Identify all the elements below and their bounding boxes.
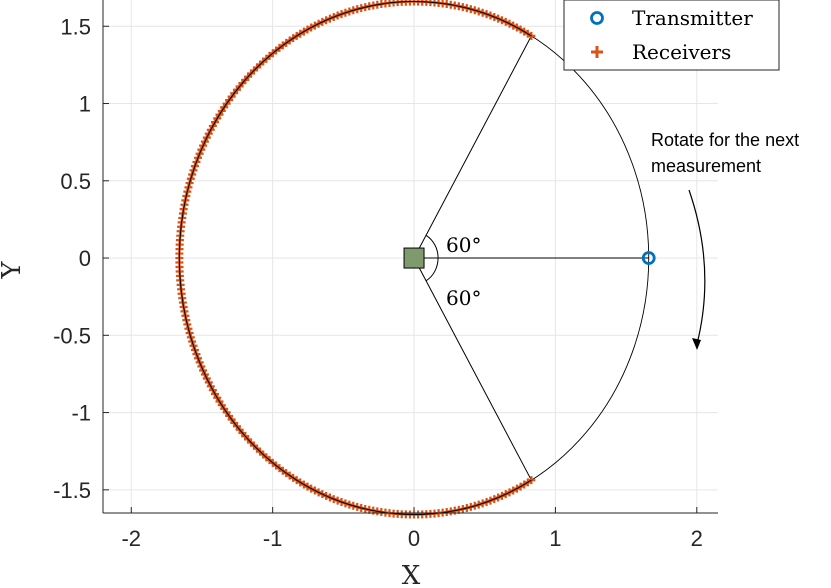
rotate-arrow-head (692, 338, 701, 350)
y-tick-label: -1.5 (53, 478, 91, 503)
y-tick-label: -1 (71, 401, 91, 426)
x-tick-label: -1 (263, 526, 283, 551)
rotate-arrow (688, 189, 706, 345)
legend-box (563, 0, 780, 71)
markers (403, 247, 656, 269)
x-axis-label: X (402, 561, 421, 588)
legend-transmitter-label: Transmitter (632, 6, 753, 30)
y-tick-label: 1.5 (60, 14, 91, 39)
legend-transmitter-marker (590, 11, 604, 25)
rotate-annotation-line1: Rotate for the next (651, 130, 799, 150)
x-tick-label: 2 (691, 526, 703, 551)
y-tick-label: 1 (79, 92, 91, 117)
x-tick-label: -2 (121, 526, 141, 551)
angle-label-lower: 60° (446, 286, 481, 310)
x-tick-label: 1 (549, 526, 561, 551)
axes-box (102, 0, 718, 514)
angle-arc-upper (425, 234, 439, 259)
angle-arc-lower (425, 258, 439, 282)
center-square-marker (403, 247, 425, 269)
angle-label-upper: 60° (446, 233, 481, 257)
axis-ticks: -2 -1 0 1 2 -1.5 -1 -0.5 0 0.5 1 1.5 (53, 14, 703, 551)
ray-line (413, 35, 532, 259)
ray-line (413, 257, 532, 481)
transmitter-marker (641, 251, 656, 265)
y-tick-label: 0 (79, 246, 91, 271)
y-axis-label: Y (0, 261, 27, 280)
receivers-series (175, 0, 536, 519)
legend: Transmitter Receivers (563, 0, 780, 71)
legend-receivers-label: Receivers (632, 40, 731, 64)
x-tick-label: 0 (408, 526, 420, 551)
receiver-arc (178, 1, 532, 516)
rotate-annotation-line2: measurement (651, 156, 761, 176)
legend-receivers-marker (591, 46, 603, 58)
y-tick-label: 0.5 (60, 169, 91, 194)
y-tick-label: -0.5 (53, 323, 91, 348)
